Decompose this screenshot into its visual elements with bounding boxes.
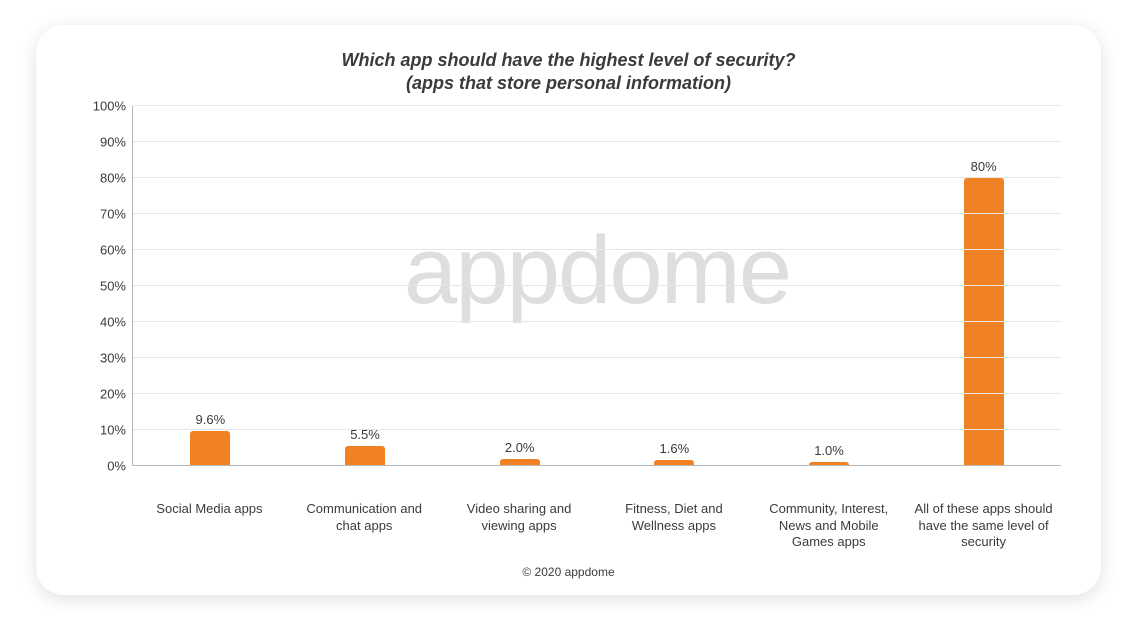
gridline [133,141,1061,142]
gridline [133,321,1061,322]
gridline [133,105,1061,106]
x-tick-label: All of these apps should have the same l… [906,501,1061,551]
gridline [133,393,1061,394]
gridline [133,429,1061,430]
chart-title-line2: (apps that store personal information) [76,72,1061,95]
bar-rect [190,431,230,466]
y-tick-label: 10% [100,422,126,437]
y-tick-label: 30% [100,350,126,365]
chart-area: 0%10%20%30%40%50%60%70%80%90%100% appdom… [76,106,1061,495]
x-tick-label: Social Media apps [132,501,287,551]
x-tick-label: Fitness, Diet and Wellness apps [596,501,751,551]
bar-value-label: 2.0% [505,440,535,455]
gridline [133,177,1061,178]
bar-value-label: 1.6% [660,441,690,456]
plot-area: appdome 9.6%5.5%2.0%1.6%1.0%80% [132,106,1061,466]
gridline [133,357,1061,358]
y-tick-label: 20% [100,386,126,401]
y-tick-label: 40% [100,314,126,329]
bar-value-label: 9.6% [196,412,226,427]
gridline [133,285,1061,286]
x-tick-label: Video sharing and viewing apps [442,501,597,551]
y-tick-label: 0% [107,458,126,473]
y-tick-label: 70% [100,206,126,221]
x-tick-label: Communication and chat apps [287,501,442,551]
chart-title: Which app should have the highest level … [76,49,1061,96]
x-tick-label: Community, Interest, News and Mobile Gam… [751,501,906,551]
y-axis: 0%10%20%30%40%50%60%70%80%90%100% [76,106,132,466]
gridline [133,465,1061,466]
y-tick-label: 90% [100,134,126,149]
bar-rect [345,446,385,466]
y-tick-label: 50% [100,278,126,293]
bar-value-label: 1.0% [814,443,844,458]
gridline [133,213,1061,214]
gridline [133,249,1061,250]
bar-column: 5.5% [288,106,443,466]
y-tick-label: 100% [93,98,126,113]
chart-card: Which app should have the highest level … [36,25,1101,595]
x-axis-labels: Social Media appsCommunication and chat … [132,501,1061,551]
bars-container: 9.6% 5.5% 2.0% 1.6% 1.0% 80% [133,106,1061,466]
bar-column: 80% [906,106,1061,466]
bar-column: 2.0% [442,106,597,466]
bar-value-label: 80% [971,159,997,174]
y-tick-label: 80% [100,170,126,185]
copyright-text: © 2020 appdome [76,565,1061,579]
chart-title-line1: Which app should have the highest level … [76,49,1061,72]
y-tick-label: 60% [100,242,126,257]
bar-column: 1.0% [752,106,907,466]
bar-column: 9.6% [133,106,288,466]
bar-rect [964,178,1004,466]
bar-column: 1.6% [597,106,752,466]
